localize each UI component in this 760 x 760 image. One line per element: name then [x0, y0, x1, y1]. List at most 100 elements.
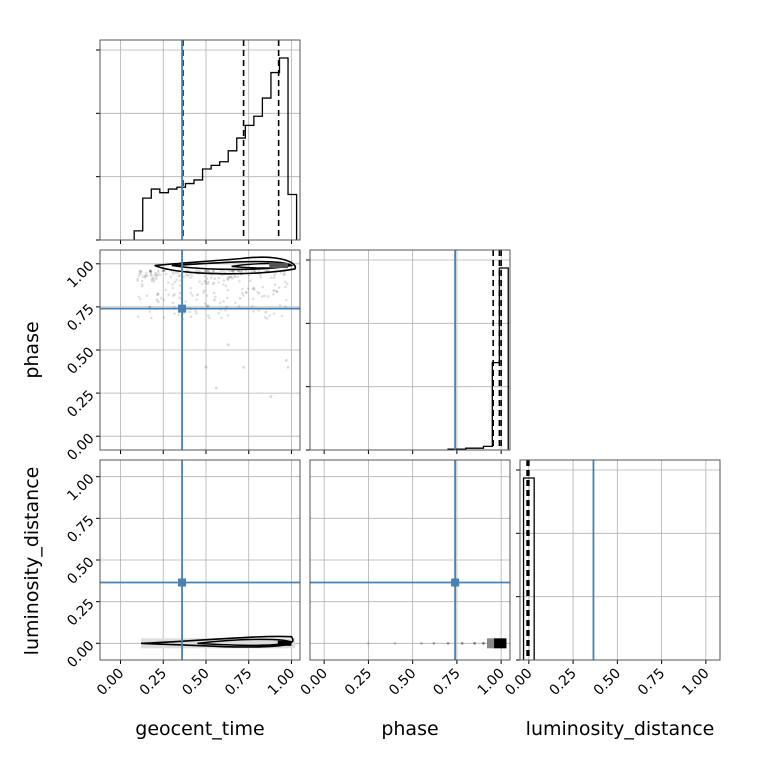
contour-geo-phase-inner [231, 262, 293, 269]
scatter-geo-phase-sample [149, 270, 153, 273]
scatter-geo-phase-sample [282, 272, 285, 276]
scatter-geo-phase-sample [257, 291, 261, 295]
scatter-geo-phase-sample [173, 292, 176, 296]
scatter-geo-phase-sample [266, 295, 270, 298]
scatter-geo-phase-sample [162, 298, 166, 302]
scatter-geo-phase-sample [244, 290, 248, 294]
scatter-phase-dist-point-3 [432, 642, 436, 645]
density-phase-dist-peak [494, 638, 507, 649]
scatter-geo-dist-yticklabel-4: 1.00 [64, 471, 97, 504]
scatter-geo-phase-sample [156, 269, 160, 272]
hist-luminosity_distance-steps [522, 477, 535, 660]
scatter-geo-phase-point-15 [252, 286, 256, 290]
scatter-geo-phase-sample [248, 279, 252, 283]
scatter-geo-phase-sample [205, 304, 209, 307]
scatter-geo-phase-sample [204, 282, 208, 285]
density-geo-dist-band [141, 638, 295, 649]
scatter-geo-phase-sample [140, 283, 144, 286]
hist-luminosity_distance-frame [519, 459, 721, 661]
scatter-geo-phase-point-9 [242, 365, 245, 369]
truth-geo-phase-marker [178, 304, 187, 313]
scatter-geo-phase-sample [178, 284, 182, 287]
scatter-geo-phase-sample [136, 279, 139, 282]
scatter-phase-dist-point-7 [482, 642, 485, 645]
scatter-geo-phase-sample [174, 271, 178, 275]
scatter-geo-phase-sample [230, 276, 234, 280]
scatter-geo-phase-sample [217, 276, 221, 280]
scatter-geo-dist-xticklabel-4: 1.00 [265, 666, 298, 699]
scatter-geo-phase-sample [251, 297, 255, 301]
scatter-geo-phase-sample [206, 269, 210, 272]
scatter-geo-phase-sample [283, 273, 286, 277]
scatter-phase-dist-xticklabel-4: 1.00 [475, 666, 508, 699]
scatter-geo-phase-sample [164, 288, 168, 292]
scatter-geo-phase-sample [261, 285, 265, 289]
scatter-geo-phase-sample [137, 295, 141, 299]
scatter-geo-phase-sample [177, 296, 181, 299]
scatter-geo-phase-sample [158, 273, 162, 277]
scatter-geo-phase-sample [171, 272, 175, 276]
scatter-geo-phase-sample [136, 277, 139, 281]
scatter-geo-phase-sample [233, 275, 237, 279]
scatter-geo-phase-sample [178, 274, 182, 277]
scatter-geo-dist-yticklabel-2: 0.50 [64, 554, 97, 587]
scatter-geo-phase-sample [254, 269, 257, 273]
scatter-geo-phase-sample [198, 269, 201, 273]
scatter-geo-phase-sample [232, 269, 235, 273]
scatter-geo-phase-point-3 [238, 296, 242, 300]
scatter-geo-phase-sample [156, 293, 160, 296]
scatter-geo-phase-sample [155, 298, 159, 301]
scatter-geo-phase-sample [189, 276, 192, 280]
scatter-geo-phase-sample [186, 274, 189, 278]
scatter-geo-phase-sample [285, 282, 289, 286]
scatter-geo-phase-sample [239, 270, 243, 273]
scatter-geo-phase-sample [138, 269, 142, 273]
scatter-geo-phase-sample [240, 270, 244, 273]
scatter-geo-phase-sample [203, 302, 207, 305]
scatter-geo-phase-sample [212, 281, 216, 285]
scatter-geo-phase-sample [227, 270, 231, 273]
scatter-phase-dist-point-4 [446, 642, 450, 645]
scatter-geo-phase-sample [169, 275, 173, 279]
scatter-geo-dist-yticklabel-1: 0.25 [64, 596, 97, 629]
scatter-geo-phase-sample [234, 301, 237, 304]
scatter-phase-dist-xticklabel-0: 0.00 [298, 666, 331, 699]
hist-luminosity-distance-xticklabel-4: 1.00 [679, 666, 712, 699]
scatter-geo-phase-sample [154, 271, 157, 275]
scatter-geo-phase-sample [162, 316, 166, 319]
hist-luminosity-distance-xticklabel-0: 0.00 [502, 666, 535, 699]
scatter-geo-phase-sample [149, 270, 152, 273]
scatter-geo-phase-sample [257, 269, 261, 273]
scatter-geo-phase-sample [251, 304, 254, 308]
scatter-geo-phase-sample [205, 294, 209, 297]
scatter-geo-phase-sample [219, 269, 223, 273]
scatter-geo-dist-xticklabel-0: 0.00 [94, 666, 127, 699]
scatter-geo-phase-sample [149, 272, 153, 276]
scatter-phase-dist-point-2 [420, 642, 423, 645]
scatter-geo-phase-sample [139, 273, 142, 276]
scatter-geo-phase-sample [280, 314, 284, 318]
scatter-geo-phase-sample [230, 275, 233, 278]
scatter-geo-phase-sample [148, 270, 152, 273]
scatter-geo-phase-sample [140, 279, 144, 283]
scatter-geo-phase-sample [189, 315, 193, 318]
scatter-geo-phase-sample [241, 287, 244, 291]
scatter-geo-phase-sample [214, 295, 217, 299]
hist-geocent_time-frame [99, 39, 301, 241]
hist-luminosity-distance-xticklabel-3: 0.75 [635, 666, 668, 699]
scatter-geo-phase-sample [144, 274, 147, 277]
scatter-geo-dist-xticklabel-2: 0.50 [179, 666, 212, 699]
scatter-geo-phase-point-7 [204, 365, 208, 369]
scatter-geo-phase-sample [206, 282, 210, 286]
scatter-geo-phase-point-2 [225, 305, 228, 309]
scatter-geo-phase-sample [231, 269, 235, 273]
hist-phase-steps [447, 267, 509, 450]
scatter-geo-phase-sample [171, 283, 174, 286]
scatter-geo-phase-sample [194, 309, 198, 313]
scatter-geo-phase-sample [177, 274, 181, 278]
scatter-geo-phase-sample [143, 276, 147, 279]
scatter-geo-phase-sample [182, 275, 186, 278]
scatter-geo-phase-sample [252, 269, 256, 273]
scatter-geo-phase-sample [167, 293, 170, 297]
